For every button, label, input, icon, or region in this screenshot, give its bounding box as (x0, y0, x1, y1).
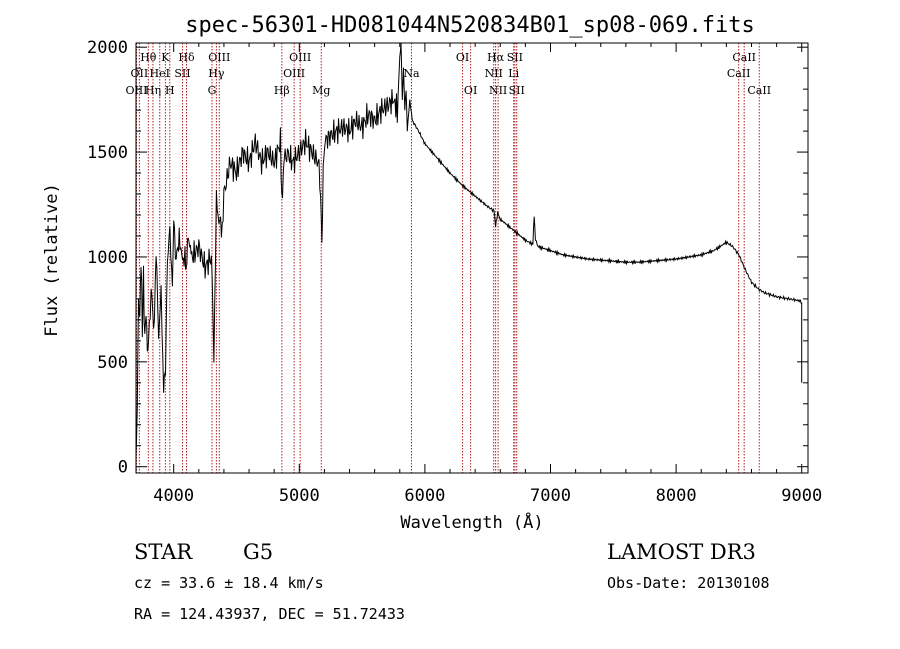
object-class: STAR (134, 540, 193, 564)
y-axis-label: Flux (relative) (42, 183, 62, 337)
spectrum-line (135, 42, 803, 457)
spectral-line-label: CaII (732, 51, 756, 64)
x-tick-label: 5000 (279, 486, 320, 506)
spectral-line-label: Hδ (178, 51, 195, 64)
observation-date: Obs-Date: 20130108 (607, 574, 770, 592)
x-tick-label: 4000 (153, 486, 194, 506)
redshift-cz: cz = 33.6 ± 18.4 km/s (134, 574, 324, 592)
chart-title: spec-56301-HD081044N520834B01_sp08-069.f… (185, 13, 755, 38)
spectral-line-label: OI (464, 84, 477, 97)
spectral-line-label: Na (403, 67, 420, 80)
spectral-line-label: NII (489, 84, 507, 97)
spectral-line-label: OIII (208, 51, 230, 64)
spectral-line-label: Hβ (274, 84, 290, 97)
spectral-line-label: OI (456, 51, 469, 64)
spectral-line-label: Mg (312, 84, 330, 97)
x-tick-label: 8000 (656, 486, 697, 506)
spectral-line-label: OII (131, 67, 149, 80)
spectral-line-label: OIII (125, 84, 147, 97)
y-tick-label: 1500 (87, 143, 128, 163)
x-tick-label: 9000 (781, 486, 822, 506)
y-tick-label: 500 (97, 353, 128, 373)
spectral-line-label: Hθ (140, 51, 157, 64)
x-tick-label: 6000 (404, 486, 445, 506)
axis-ticks: 4000 5000 6000 7000 8000 9000 0 500 1000 1500 2000 (87, 38, 822, 506)
spectral-line-label: OIII (289, 51, 311, 64)
spectral-line-label: NII (485, 67, 503, 80)
spectral-line-label: CaII (727, 67, 751, 80)
spectral-line-label: Hα (487, 51, 505, 64)
y-tick-label: 2000 (87, 38, 128, 58)
y-tick-label: 1000 (87, 248, 128, 268)
spectral-line-markers (136, 43, 760, 473)
spectral-line-label: OIII (283, 67, 305, 80)
spectral-line-label: Hγ (208, 67, 225, 80)
x-axis-label: Wavelength (Å) (400, 511, 543, 533)
spectral-line-label: Li (508, 67, 519, 80)
spectral-line-label: K (161, 51, 170, 64)
spectral-line-label: CaII (747, 84, 771, 97)
spectral-line-label: H (165, 84, 175, 97)
spectral-line-label: G (208, 84, 217, 97)
spectral-subclass: G5 (243, 540, 273, 564)
spectral-line-label: SII (509, 84, 525, 97)
spectral-line-label: Hη (145, 84, 161, 97)
coordinates: RA = 124.43937, DEC = 51.72433 (134, 605, 405, 623)
survey-name: LAMOST DR3 (607, 540, 756, 564)
spectral-line-label: SII (507, 51, 523, 64)
spectral-line-label: HeI (150, 67, 170, 80)
x-tick-label: 7000 (530, 486, 571, 506)
spectral-line-label: SII (174, 67, 190, 80)
y-tick-label: 0 (118, 458, 128, 478)
plot-frame (135, 42, 809, 474)
